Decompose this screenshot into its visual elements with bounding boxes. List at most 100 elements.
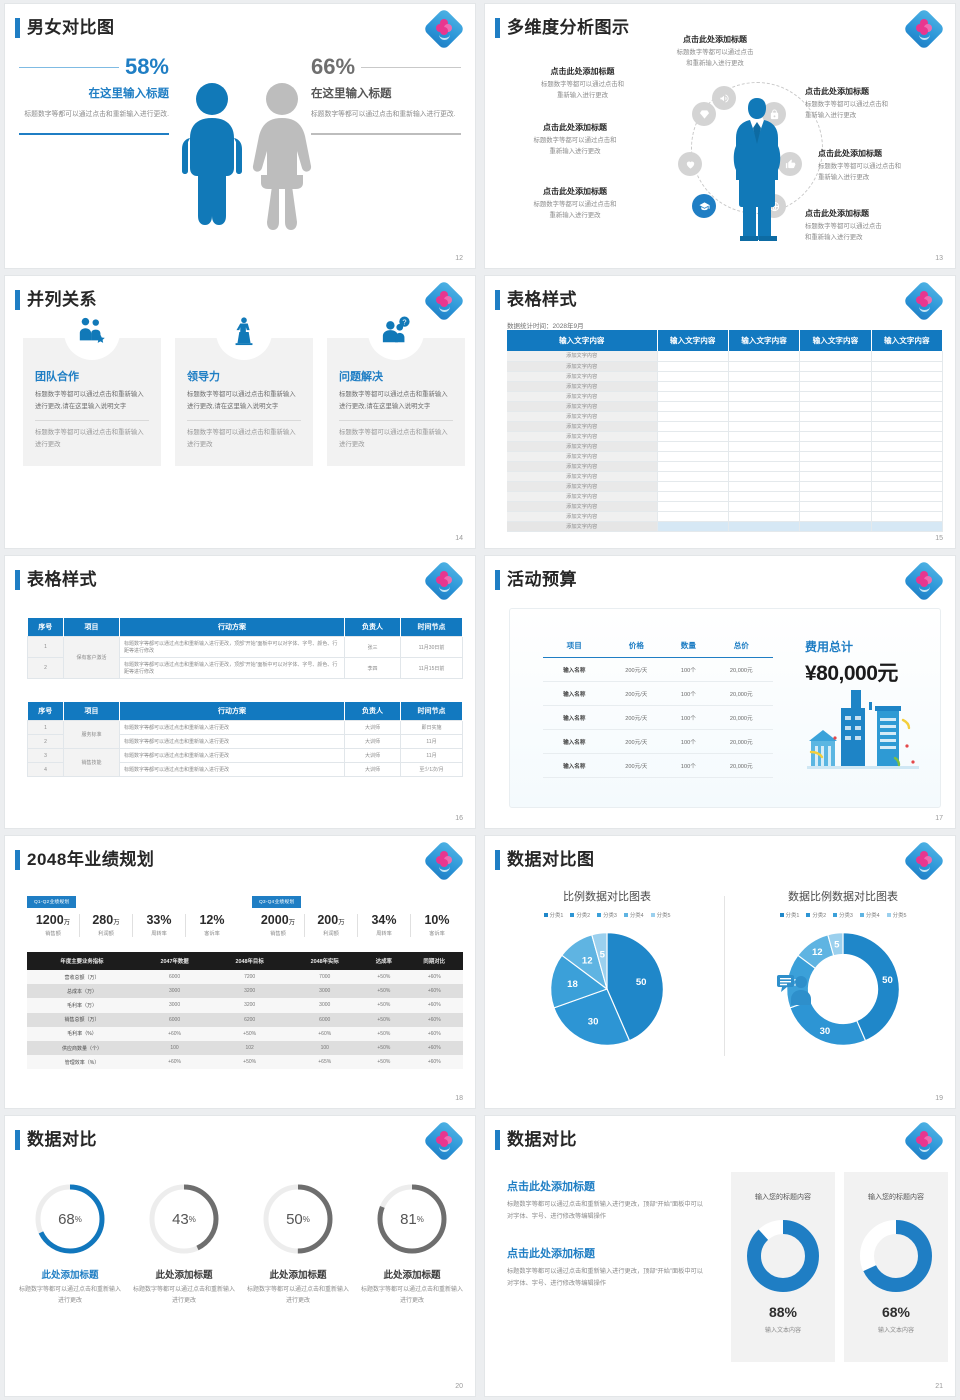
page-title: 表格样式 [27,570,97,589]
chart-legend: 分类1 分类2 分类3 分类4 分类5 [731,911,955,919]
col-header: 项目 [63,702,120,721]
kpi-value: 280万 [92,913,120,927]
cell-owner: 大训师 [344,720,401,735]
text-block: 点击此处添加标题 标题数字等都可以通过点击和重新输入进行更改，顶部“开始”面板中… [507,1178,705,1223]
table-row: 4 标题数字等都可以通过点击和重新输入进行更改 大训师 至少1次/月 [27,762,463,777]
budget-cell: 输入名称 [543,753,606,778]
brand-logo-icon [902,559,946,603]
cell-empty [871,361,944,372]
chart-slice[interactable] [606,932,664,1042]
slide-21[interactable]: 数据对比 点击此处添加标题 标题数字等都可以通过点击和重新输入进行更改，顶部“开… [485,1116,955,1396]
card-footnote: 标题数字等都可以通过点击和重新输入进行更改 [187,428,296,448]
customer-service-icon [777,975,811,1005]
diamond-icon[interactable] [692,102,716,126]
legend-item: 分类1 [543,911,563,919]
cell-no: 1 [27,636,64,658]
col-header: 负责人 [344,618,401,637]
chart-slice[interactable] [827,932,844,957]
title-accent-bar [495,18,500,38]
stat-card[interactable]: 输入您的标题内容 68% 输入文本内容 [844,1172,948,1362]
table-row: 管理效率（%） +60% +50% +65% +50% +60% [27,1055,463,1070]
card-title: 团队合作 [35,371,79,383]
legend-item: 分类3 [833,911,853,919]
cell-empty [728,491,801,502]
graduation-cap-icon[interactable] [692,194,716,218]
slide-19[interactable]: 数据对比图 比例数据对比图表 分类1 分类2 分类3 分类4 分类5 50 30 18 12 5… [485,836,955,1108]
cell-empty [657,371,729,382]
feature-card[interactable]: 团队合作 标题数字等都可以通过点击和重新输入进行更改,请在这里输入说明文字 标题… [23,317,161,466]
kpi-label: 客诉率 [429,930,445,937]
chart-slice[interactable] [591,932,608,990]
slide-15[interactable]: 表格样式 数据统计时间：2028年9月 输入文字内容 输入文字内容 输入文字内容… [485,276,955,548]
slide-17[interactable]: 活动预算 项目 价格 数量 总价 输入名称 200元/天 100个 20,000元 输入… [485,556,955,828]
table-row: 添加文字内容 [507,521,944,532]
kpi-item: 34% 周转率 [358,913,411,937]
perf-cell: +60% [287,1026,363,1041]
title-accent-bar [15,570,20,590]
budget-cell: 200元/天 [605,705,668,730]
thumbs-up-icon[interactable] [778,152,802,176]
table-header-row: 序号 项目 行动方案 负责人 时间节点 [27,702,463,721]
cell-label: 添加文字内容 [507,411,658,422]
female-percent: 66% [311,54,356,79]
card-title: 输入您的标题内容 [755,1194,811,1201]
cell-plan: 标题数字等都可以通过点击和重新输入进行更改 [119,762,345,777]
chart-slice[interactable] [550,954,609,1009]
donut-chart [745,1218,821,1294]
card-body: 标题数字等都可以通过点击和重新输入进行更改,请在这里输入说明文字 [339,391,448,410]
budget-cell: 20,000元 [709,753,773,778]
gauge-item: 43% 此处添加标题 标题数字等都可以通过点击和重新输入进行更改 [133,1182,235,1307]
kpi-item: 2000万 销售额 [252,913,305,937]
heart-icon[interactable] [678,152,702,176]
feature-card[interactable]: ? 问题解决 标题数字等都可以通过点击和重新输入进行更改,请在这里输入说明文字 … [327,316,465,466]
feature-card[interactable]: 领导力 标题数字等都可以通过点击和重新输入进行更改,请在这里输入说明文字 标题数… [175,317,313,466]
cell-plan: 标题数字等都可以通过点击和重新输入进行更改 [119,720,345,735]
title-accent-bar [15,290,20,310]
chart-slice[interactable] [789,999,867,1046]
cell-empty [657,471,729,482]
cell-owner: 李四 [344,657,401,679]
pie-chart: 50 30 18 12 5 [495,925,719,1058]
label-lower-left: 点击此处添加标题 标题数字等都可以通过点击和 重新输入进行更改 [505,186,645,221]
slide-14[interactable]: 并列关系 团队合作 标题数字等都可以通过点击和重新输入进行更改,请在这里输入说明… [5,276,475,548]
slide-16[interactable]: 表格样式 序号 项目 行动方案 负责人 时间节点 1 保有客户激活 标题数字等都… [5,556,475,828]
slide-20[interactable]: 数据对比 68% 此处添加标题 标题数字等都可以通过点击和重新输入进行更改 43% 此处… [5,1116,475,1396]
label-text: 标题数字等都可以通过点击和重新输入进行更改 [533,201,617,220]
gauge-ring: 68% [33,1182,107,1256]
col-header: 输入文字内容 [728,330,801,351]
cell-no: 1 [27,720,64,735]
gauge-title: 此处添加标题 [155,1270,213,1281]
budget-cell: 100个 [667,681,710,706]
chart-slice[interactable] [842,932,900,1042]
kpi-value: 1200万 [35,913,71,927]
stat-card[interactable]: 输入您的标题内容 88% 输入文本内容 [731,1172,835,1362]
chart-slice[interactable] [553,988,631,1046]
gauge-value: 43% [172,1210,196,1228]
legend-item: 分类4 [623,911,644,919]
page-number: 16 [455,815,463,822]
kpi-value: 200万 [317,913,345,927]
cell-project: 服务标准 [63,720,120,749]
cell-empty [871,401,944,412]
col-header: 项目 [543,640,606,658]
cell-empty [657,441,729,452]
table-row: 添加文字内容 [507,501,944,512]
table-header-row: 年度主要业务指标 2047年数据 2048年目标 2048年实际 达成率 同期对比 [27,952,463,970]
perf-cell: +60% [405,1012,463,1027]
slide-12[interactable]: 男女对比图 58% 在这里输入标题 标题数字等都可以通过点击和重新输入进行更改.… [5,4,475,268]
table-row: 添加文字内容 [507,471,944,482]
perf-cell: +50% [212,1055,288,1070]
male-desc: 标题数字等都可以通过点击和重新输入进行更改. [24,111,169,118]
budget-cell: 输入名称 [543,681,606,706]
megaphone-icon[interactable] [712,86,736,110]
title-accent-bar [495,570,500,590]
slide-13[interactable]: 多维度分析图示 [485,4,955,268]
slice-label: 50 [882,975,893,986]
table-row: 添加文字内容 [507,421,944,432]
perf-cell: +50% [362,984,406,999]
title-accent-bar [15,850,20,870]
perf-cell: 3000 [287,998,363,1013]
businessman-silhouette-icon [733,98,781,241]
slide-18[interactable]: 2048年业绩规划 Q1-Q2业绩规划 1200万 销售额 280万 利润额 33% 周转率… [5,836,475,1108]
